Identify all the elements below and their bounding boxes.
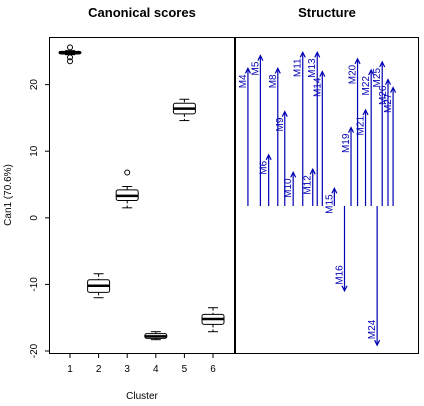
arrow-head <box>341 285 348 293</box>
left-y-axis: -20 -10 0 10 20 <box>29 79 50 358</box>
arrow-m6: M6 <box>259 153 272 206</box>
arrow-head <box>299 51 306 58</box>
arrow-head <box>257 54 264 61</box>
arrow-m21: M21 <box>356 108 369 206</box>
arrow-label: M27 <box>383 93 394 113</box>
arrow-head <box>290 171 297 178</box>
boxplot-cluster-3 <box>115 169 139 209</box>
arrow-head <box>309 167 316 175</box>
right-plot-frame <box>235 37 419 354</box>
arrow-m16: M16 <box>335 206 348 293</box>
arrow-m27: M27 <box>383 86 397 206</box>
arrow-m8: M8 <box>268 67 281 206</box>
arrow-head <box>347 126 355 133</box>
arrow-label: M20 <box>348 64 359 84</box>
arrow-label: M14 <box>312 77 323 97</box>
arrow-label: M13 <box>307 58 318 78</box>
arrow-label: M6 <box>259 160 270 174</box>
boxplot-cluster-6 <box>201 307 225 333</box>
arrow-label: M22 <box>361 76 372 96</box>
arrow-label: M21 <box>356 116 367 136</box>
boxplot-cluster-4 <box>144 331 168 341</box>
arrow-label: M16 <box>335 265 346 285</box>
left-plot-frame <box>49 37 235 354</box>
outlier-point <box>67 54 73 61</box>
arrow-m20: M20 <box>348 57 361 206</box>
arrow-m24: M24 <box>367 206 381 347</box>
left-xtick-label: 6 <box>210 364 216 375</box>
arrow-head <box>374 339 381 347</box>
arrow-label: M26 <box>378 85 389 105</box>
left-ytick-label: -20 <box>29 343 40 358</box>
arrow-m9: M9 <box>275 110 288 206</box>
arrow-label: M12 <box>303 175 314 195</box>
left-ytick-label: 20 <box>29 79 40 91</box>
arrow-label: M15 <box>324 194 335 214</box>
left-ylabel: Can1 (70.6%) <box>3 164 14 226</box>
boxplot-cluster-2 <box>87 273 111 299</box>
outlier-point <box>67 44 73 51</box>
boxplot-group <box>58 44 225 341</box>
boxplot-cluster-1 <box>58 44 82 65</box>
right-title: Structure <box>298 5 356 20</box>
arrow-head <box>331 187 338 194</box>
left-title: Canonical scores <box>88 5 196 20</box>
arrow-label: M9 <box>275 117 286 131</box>
arrow-head <box>319 70 326 77</box>
arrow-m19: M19 <box>341 126 355 206</box>
arrow-label: M24 <box>367 319 378 339</box>
arrow-m25: M25 <box>372 60 386 206</box>
left-xtick-label: 4 <box>153 364 159 375</box>
left-xlabel: Cluster <box>126 391 158 402</box>
arrow-m13: M13 <box>307 51 321 206</box>
arrow-label: M5 <box>250 61 261 75</box>
arrow-head <box>362 108 369 116</box>
arrow-head <box>274 67 281 74</box>
arrow-label: M10 <box>283 178 294 198</box>
arrow-m5: M5 <box>250 54 264 206</box>
arrow-m22: M22 <box>361 68 375 206</box>
canonical-scores-panel: Canonical scores -20 -10 0 10 20 1 2 3 4 5 6 Clus… <box>3 5 235 402</box>
left-xtick-label: 3 <box>124 364 130 375</box>
left-ytick-label: 10 <box>29 145 40 157</box>
arrow-label: M25 <box>372 68 383 88</box>
arrow-m26: M26 <box>378 78 392 206</box>
left-xtick-label: 5 <box>182 364 188 375</box>
arrow-head <box>368 68 375 76</box>
left-x-axis: 1 2 3 4 5 6 <box>67 353 216 375</box>
arrow-head <box>354 57 361 65</box>
arrow-head <box>314 51 321 58</box>
arrow-head <box>384 78 392 85</box>
arrow-m15: M15 <box>324 187 338 214</box>
arrow-head <box>390 86 397 93</box>
left-ytick-label: 0 <box>29 215 40 221</box>
arrow-label: M11 <box>293 58 304 77</box>
arrow-label: M19 <box>341 133 352 153</box>
arrow-label: M4 <box>238 74 249 88</box>
left-xtick-label: 2 <box>96 364 102 375</box>
boxplot-cluster-5 <box>172 98 196 122</box>
arrow-m12: M12 <box>303 167 316 206</box>
arrow-head <box>265 153 272 161</box>
left-xtick-label: 1 <box>67 364 73 375</box>
left-ytick-label: -10 <box>29 277 40 292</box>
arrow-m11: M11 <box>293 51 306 206</box>
arrow-head <box>379 60 386 68</box>
arrow-label: M8 <box>268 74 279 88</box>
arrow-m4: M4 <box>238 67 251 206</box>
arrow-m10: M10 <box>283 171 297 206</box>
arrow-m14: M14 <box>312 70 326 206</box>
outlier-point <box>124 169 131 176</box>
arrow-head <box>244 67 251 74</box>
arrow-head <box>281 110 288 117</box>
outlier-point <box>67 58 73 65</box>
